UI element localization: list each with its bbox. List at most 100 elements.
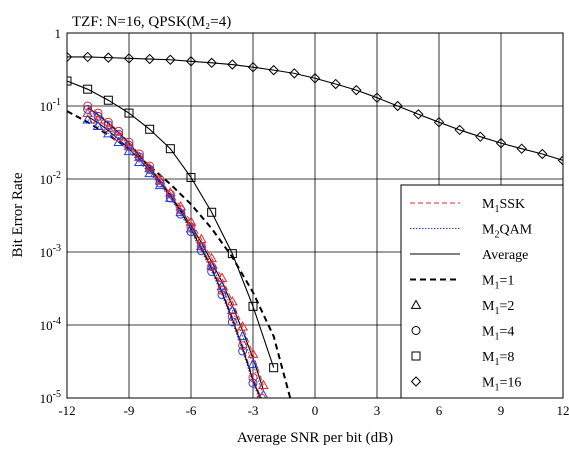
series-8-point <box>413 109 424 120</box>
y-tick-labels: 10-5 10-4 10-3 10-2 10-1 1 <box>40 26 61 406</box>
series-4-point <box>256 393 266 398</box>
series-2-point <box>113 136 125 146</box>
series-2-point <box>206 260 218 270</box>
x-tick-label: 6 <box>436 403 443 418</box>
series-7-point <box>145 124 155 134</box>
x-axis-label: Average SNR per bit (dB) <box>237 430 393 446</box>
series-1-point <box>247 348 259 358</box>
series-4-point <box>227 312 237 322</box>
series-8-point <box>557 155 563 166</box>
series-0-line <box>67 110 292 398</box>
series-4-point <box>238 341 248 351</box>
series-7-point <box>103 95 113 105</box>
series-8-point <box>247 61 259 73</box>
series-7-point <box>165 144 175 154</box>
x-tick-label: -9 <box>124 403 135 418</box>
series-4-point <box>207 262 217 272</box>
series-1-point <box>133 151 145 161</box>
x-tick-label: 3 <box>374 403 381 418</box>
legend-label-0: M1SSK <box>482 197 525 215</box>
y-tick-label: 10-2 <box>40 170 61 187</box>
x-tick-label: -3 <box>248 403 259 418</box>
series-5-point <box>248 378 258 388</box>
series-4-point <box>103 117 113 127</box>
legend: M1SSK M2QAM Average M1=1 M1=2 M1=4 M1=8 M1=16 <box>400 184 564 399</box>
series-4-point <box>134 149 144 159</box>
series-1-point <box>237 321 249 331</box>
x-tick-label: 0 <box>312 403 319 418</box>
series-5-point <box>176 209 186 219</box>
series-8-point <box>495 137 507 149</box>
legend-label-4: M1=2 <box>482 299 514 317</box>
y-tick-label: 10-3 <box>40 243 61 260</box>
y-tick-label: 10-5 <box>40 389 61 406</box>
series-8-point <box>516 143 527 154</box>
legend-label-7: M1=16 <box>482 376 521 394</box>
series-5-point <box>238 346 248 356</box>
series-5-point <box>93 111 103 121</box>
series-5-point <box>114 129 124 139</box>
grid <box>67 33 563 398</box>
series-1-point <box>92 114 104 124</box>
x-tick-label: -12 <box>58 403 75 418</box>
series-2-point <box>92 120 104 131</box>
series-5-point <box>103 120 113 130</box>
legend-marker-6 <box>411 351 421 361</box>
series-4-point <box>217 285 227 295</box>
y-axis-label: Bit Error Rate <box>10 172 26 257</box>
series-8-point <box>330 78 341 90</box>
series-markers <box>67 51 563 398</box>
y-tick-label: 10-4 <box>40 316 61 333</box>
series-4-point <box>124 137 134 147</box>
chart-title: TZF: N=16, QPSK(M₂=4) <box>72 14 231 30</box>
series-5-point <box>217 290 227 300</box>
series-5-point <box>83 104 93 114</box>
series-8-point <box>454 124 465 136</box>
legend-marker-5 <box>411 326 421 335</box>
y-tick-label: 10-1 <box>40 97 61 114</box>
x-tick-label: -6 <box>186 403 197 418</box>
legend-label-1: M2QAM <box>482 223 533 241</box>
legend-label-2: Average <box>482 248 528 263</box>
series-1-point <box>144 162 156 173</box>
series-8-point <box>123 53 135 64</box>
series-5-point <box>124 140 134 150</box>
series-7-point <box>227 249 237 259</box>
series-8-point <box>268 64 279 76</box>
series-4-point <box>114 126 124 136</box>
series-8-point <box>351 84 362 96</box>
series-8-point <box>309 73 321 84</box>
legend-label-3: M1=1 <box>482 274 514 292</box>
series-5-point <box>155 178 165 188</box>
series-4-point <box>176 205 186 215</box>
series-5-point <box>165 193 175 203</box>
series-4-point <box>196 241 206 251</box>
series-8-point <box>82 51 93 63</box>
series-2-point <box>247 358 259 369</box>
series-7-point <box>83 84 93 94</box>
series-7-point <box>67 76 72 86</box>
series-4-point <box>186 222 196 232</box>
series-8-point <box>103 52 114 63</box>
series-8-point <box>206 57 217 69</box>
series-5-point <box>145 164 155 174</box>
legend-box <box>400 184 564 399</box>
series-1-point <box>185 216 197 226</box>
series-7-point <box>269 363 279 373</box>
series-1-point <box>257 379 269 390</box>
series-8-point <box>371 92 383 103</box>
series-8-point <box>185 56 197 67</box>
series-7-point <box>186 172 196 182</box>
series-2-point <box>102 127 114 138</box>
series-8-point <box>165 54 176 65</box>
series-1-point <box>113 131 125 141</box>
series-8-point <box>537 148 548 160</box>
series-4-point <box>93 108 103 118</box>
series-2-point <box>195 240 207 251</box>
series-7-point <box>124 108 134 118</box>
series-4-point <box>83 101 93 111</box>
series-1-point <box>164 187 176 197</box>
series-5-point <box>196 246 206 256</box>
series-8-line <box>67 56 563 161</box>
